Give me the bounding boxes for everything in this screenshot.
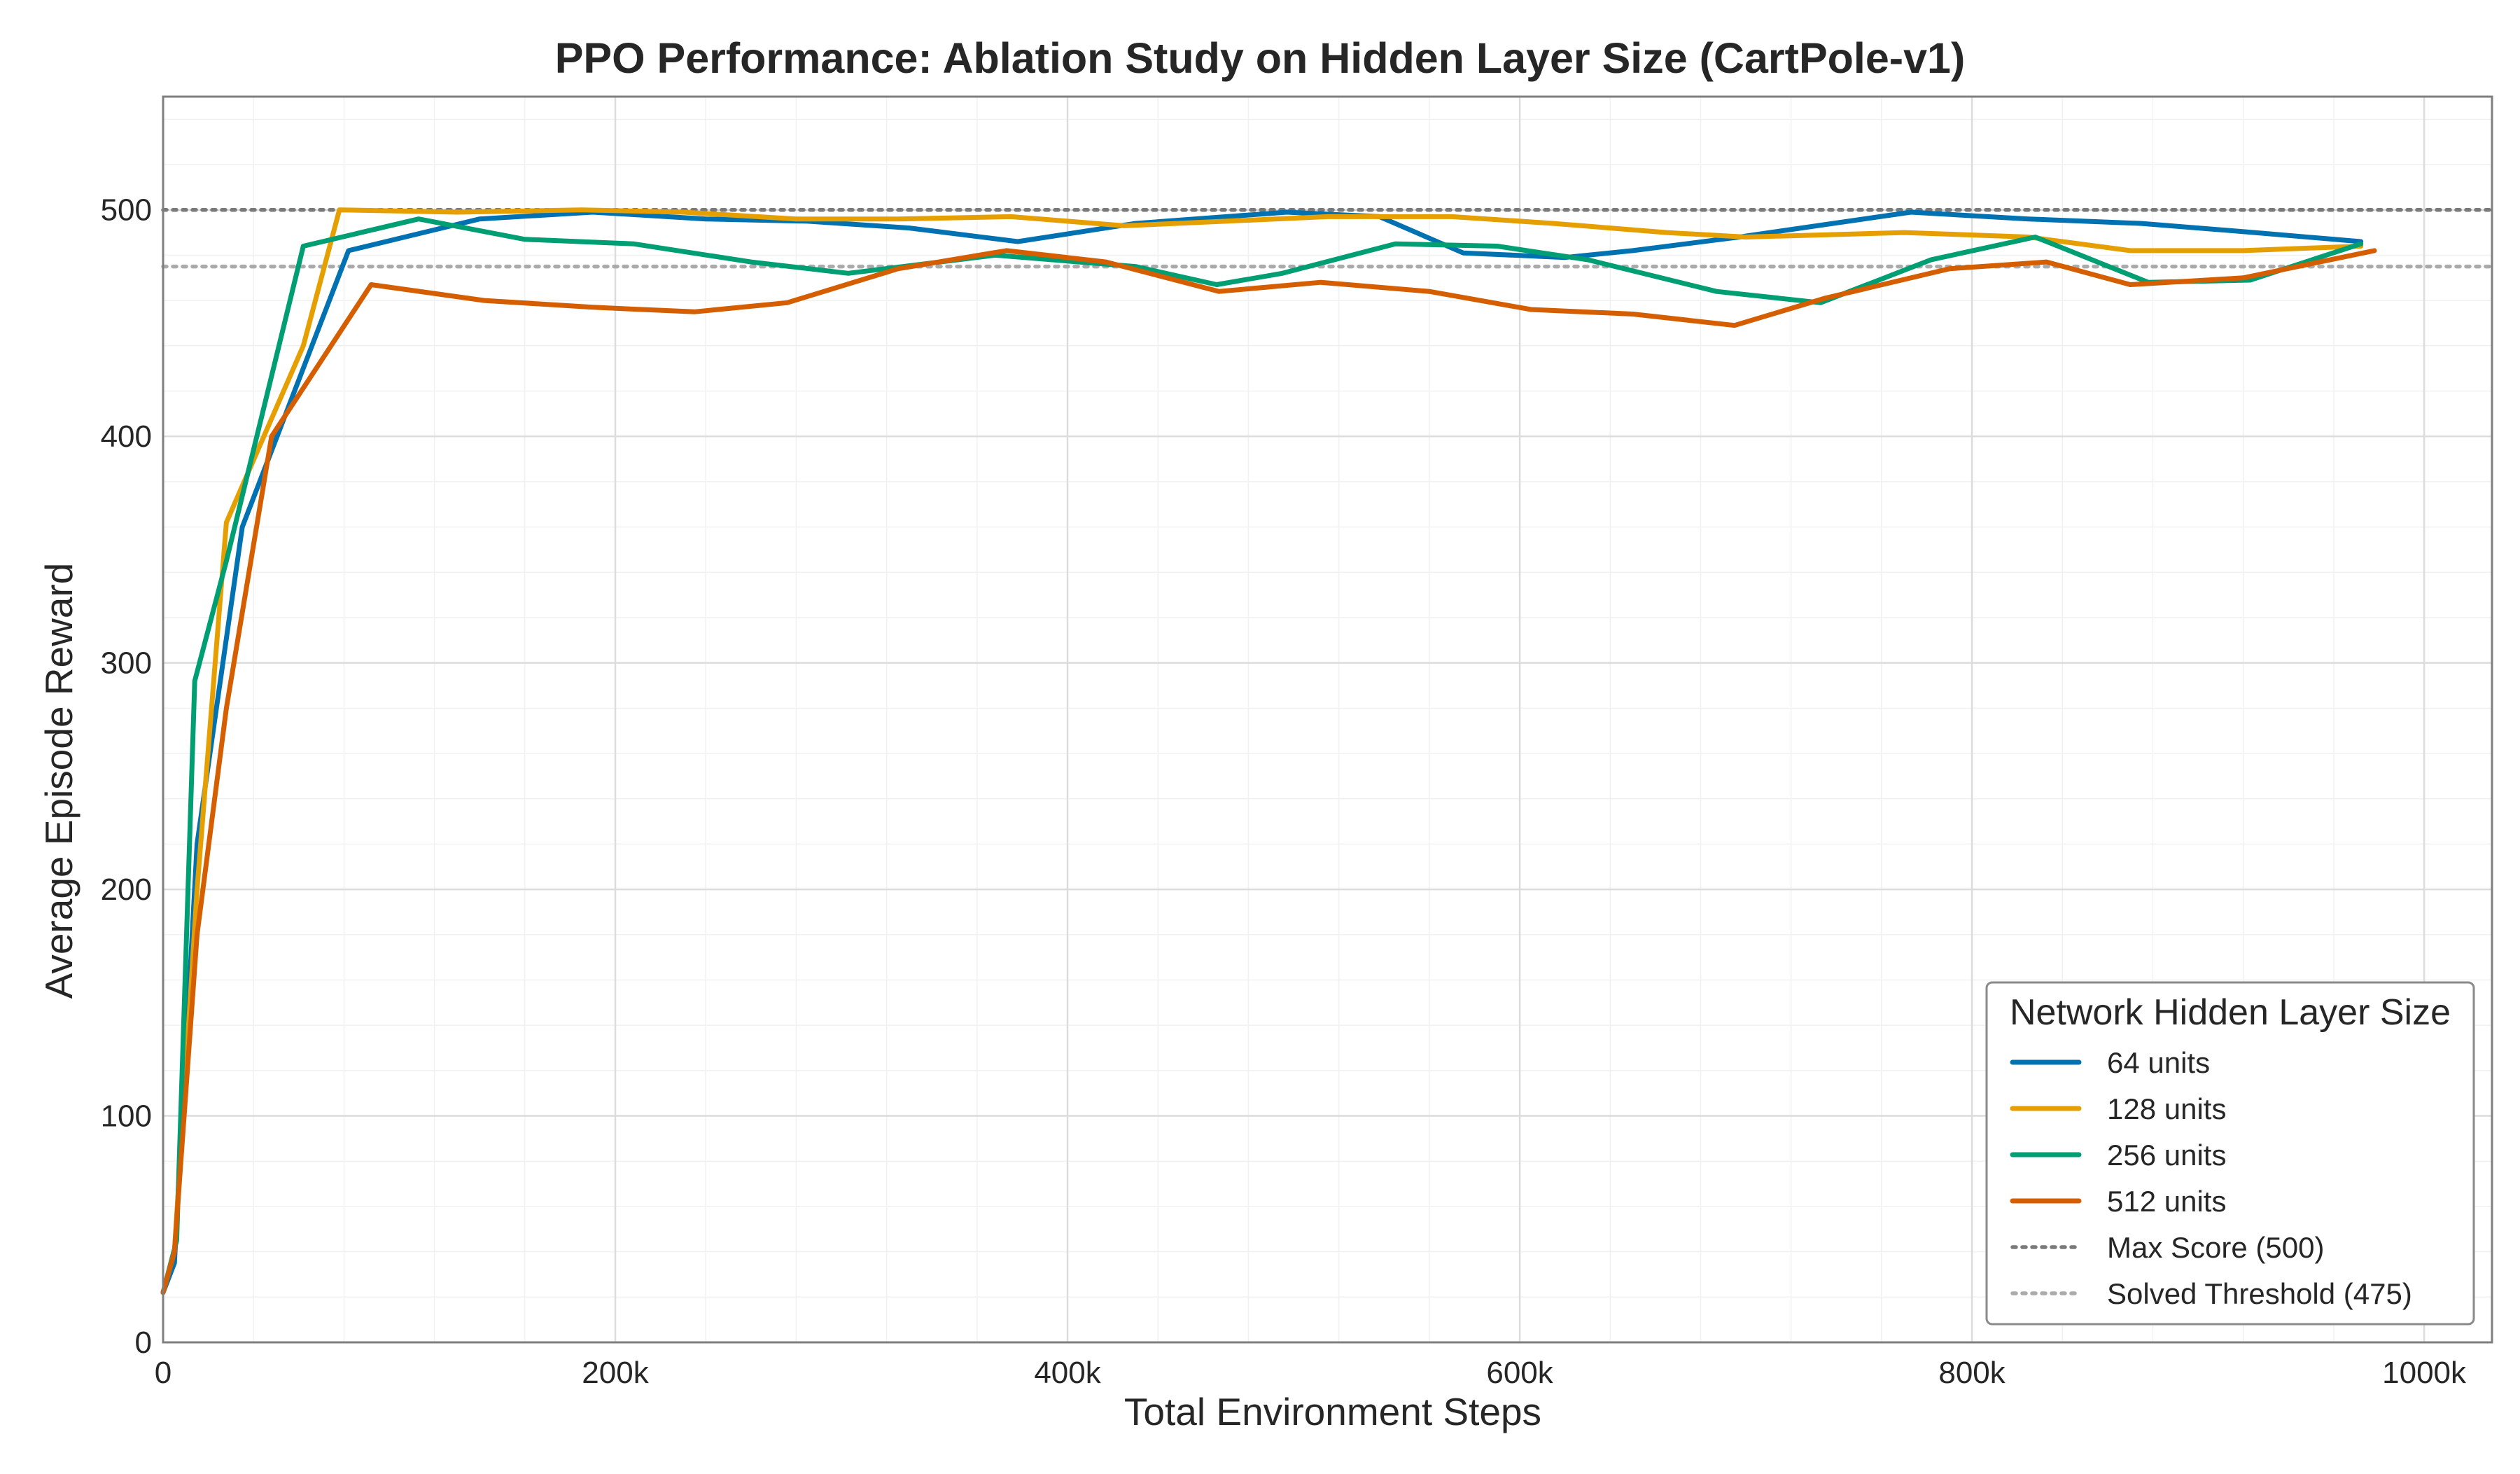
y-tick-label: 100	[101, 1099, 152, 1134]
legend-label: 512 units	[2107, 1185, 2226, 1218]
legend-label: 64 units	[2107, 1046, 2210, 1079]
legend-entry-series-1: 128 units	[2010, 1092, 2226, 1125]
x-tick-label: 600k	[1486, 1356, 1553, 1390]
x-tick-label: 200k	[582, 1356, 649, 1390]
series-lines	[160, 207, 2377, 1295]
legend-entry-series-3: 512 units	[2010, 1185, 2226, 1218]
plot-border	[162, 95, 2493, 1344]
legend-label: Solved Threshold (475)	[2107, 1277, 2412, 1310]
legend-box	[1985, 981, 2475, 1326]
y-axis-ticks: 0 100 200 300 400 500	[101, 193, 152, 1360]
x-tick-label: 0	[155, 1356, 172, 1390]
chart-title: PPO Performance: Ablation Study on Hidde…	[555, 34, 1966, 82]
x-axis-label: Total Environment Steps	[1124, 1390, 1541, 1433]
legend-label: Max Score (500)	[2107, 1231, 2324, 1264]
legend-entry-series-0: 64 units	[2010, 1046, 2210, 1079]
series-line-1	[160, 207, 2364, 1295]
legend-entries: 64 units 128 units 256 units 512 units Max S…	[2010, 1046, 2412, 1310]
y-tick-label: 400	[101, 419, 152, 454]
plot-frame	[162, 95, 2493, 1344]
x-tick-label: 800k	[1938, 1356, 2005, 1390]
y-tick-label: 200	[101, 872, 152, 907]
legend-label: 256 units	[2107, 1139, 2226, 1171]
legend: Network Hidden Layer Size 64 units 128 un…	[1985, 981, 2475, 1326]
y-axis-label: Average Episode Reward	[37, 563, 80, 999]
y-tick-label: 0	[135, 1326, 152, 1360]
grid-lines	[162, 97, 2492, 1344]
legend-entry-series-2: 256 units	[2010, 1139, 2226, 1171]
series-line-3	[160, 248, 2377, 1295]
y-tick-label: 500	[101, 193, 152, 228]
x-tick-label: 400k	[1034, 1356, 1101, 1390]
legend-entry-reference-0: Max Score (500)	[2010, 1231, 2324, 1264]
series-line-2	[160, 216, 2364, 1295]
x-axis-ticks: 0 200k 400k 600k 800k 1000k	[155, 1356, 2467, 1390]
legend-label: 128 units	[2107, 1092, 2226, 1125]
x-tick-label: 1000k	[2382, 1356, 2467, 1390]
legend-entry-reference-1: Solved Threshold (475)	[2010, 1277, 2412, 1310]
legend-title: Network Hidden Layer Size	[2010, 992, 2451, 1033]
y-tick-label: 300	[101, 646, 152, 681]
